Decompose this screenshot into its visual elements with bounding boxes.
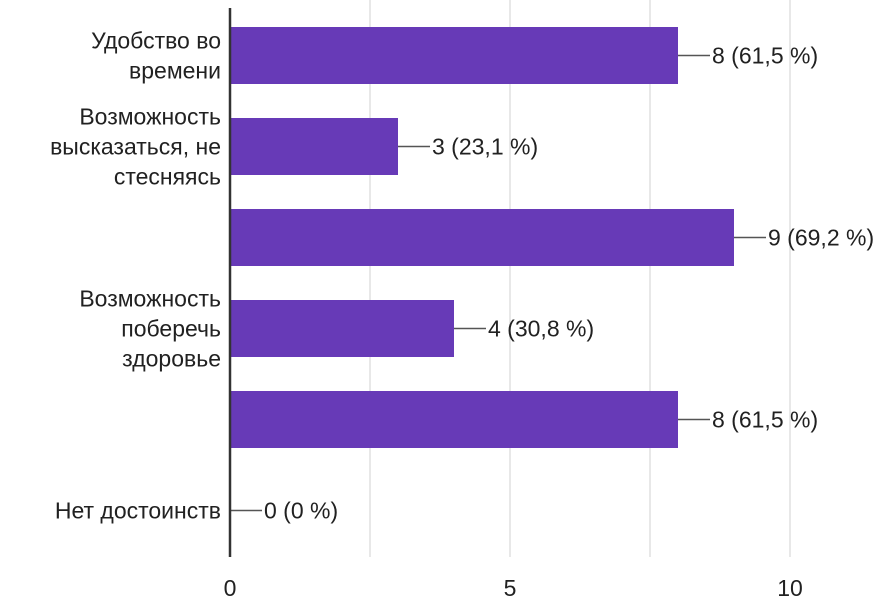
x-tick-label: 0 bbox=[224, 575, 237, 599]
category-label: стесняясь bbox=[114, 164, 221, 190]
bar bbox=[230, 118, 398, 175]
category-label: Нет достоинств bbox=[55, 498, 221, 524]
x-tick-label: 10 bbox=[777, 575, 803, 599]
bar bbox=[230, 300, 454, 357]
data-label: 0 (0 %) bbox=[264, 498, 338, 524]
data-labels: 8 (61,5 %) 3 (23,1 %) 9 (69,2 %) 4 (30,8 %)… bbox=[230, 43, 874, 524]
category-label: Возможность bbox=[79, 104, 221, 130]
x-axis-ticks: 0 5 10 bbox=[224, 575, 803, 599]
data-label: 8 (61,5 %) bbox=[712, 43, 818, 69]
data-label: 9 (69,2 %) bbox=[768, 225, 874, 251]
x-tick-label: 5 bbox=[504, 575, 517, 599]
data-label: 4 (30,8 %) bbox=[488, 316, 594, 342]
bar bbox=[230, 391, 678, 448]
bars bbox=[230, 27, 734, 448]
data-label: 3 (23,1 %) bbox=[432, 134, 538, 160]
bar bbox=[230, 209, 734, 266]
category-label: здоровье bbox=[122, 346, 221, 372]
data-label: 8 (61,5 %) bbox=[712, 407, 818, 433]
category-label: Удобство во bbox=[91, 28, 221, 54]
bar bbox=[230, 27, 678, 84]
grid-lines bbox=[369, 0, 791, 557]
category-label: Возможность bbox=[79, 286, 221, 312]
category-label: времени bbox=[129, 58, 221, 84]
category-labels: Удобство во времени Возможность высказаться… bbox=[50, 28, 221, 524]
category-label: поберечь bbox=[121, 316, 221, 342]
category-label: высказаться, не bbox=[50, 134, 221, 160]
